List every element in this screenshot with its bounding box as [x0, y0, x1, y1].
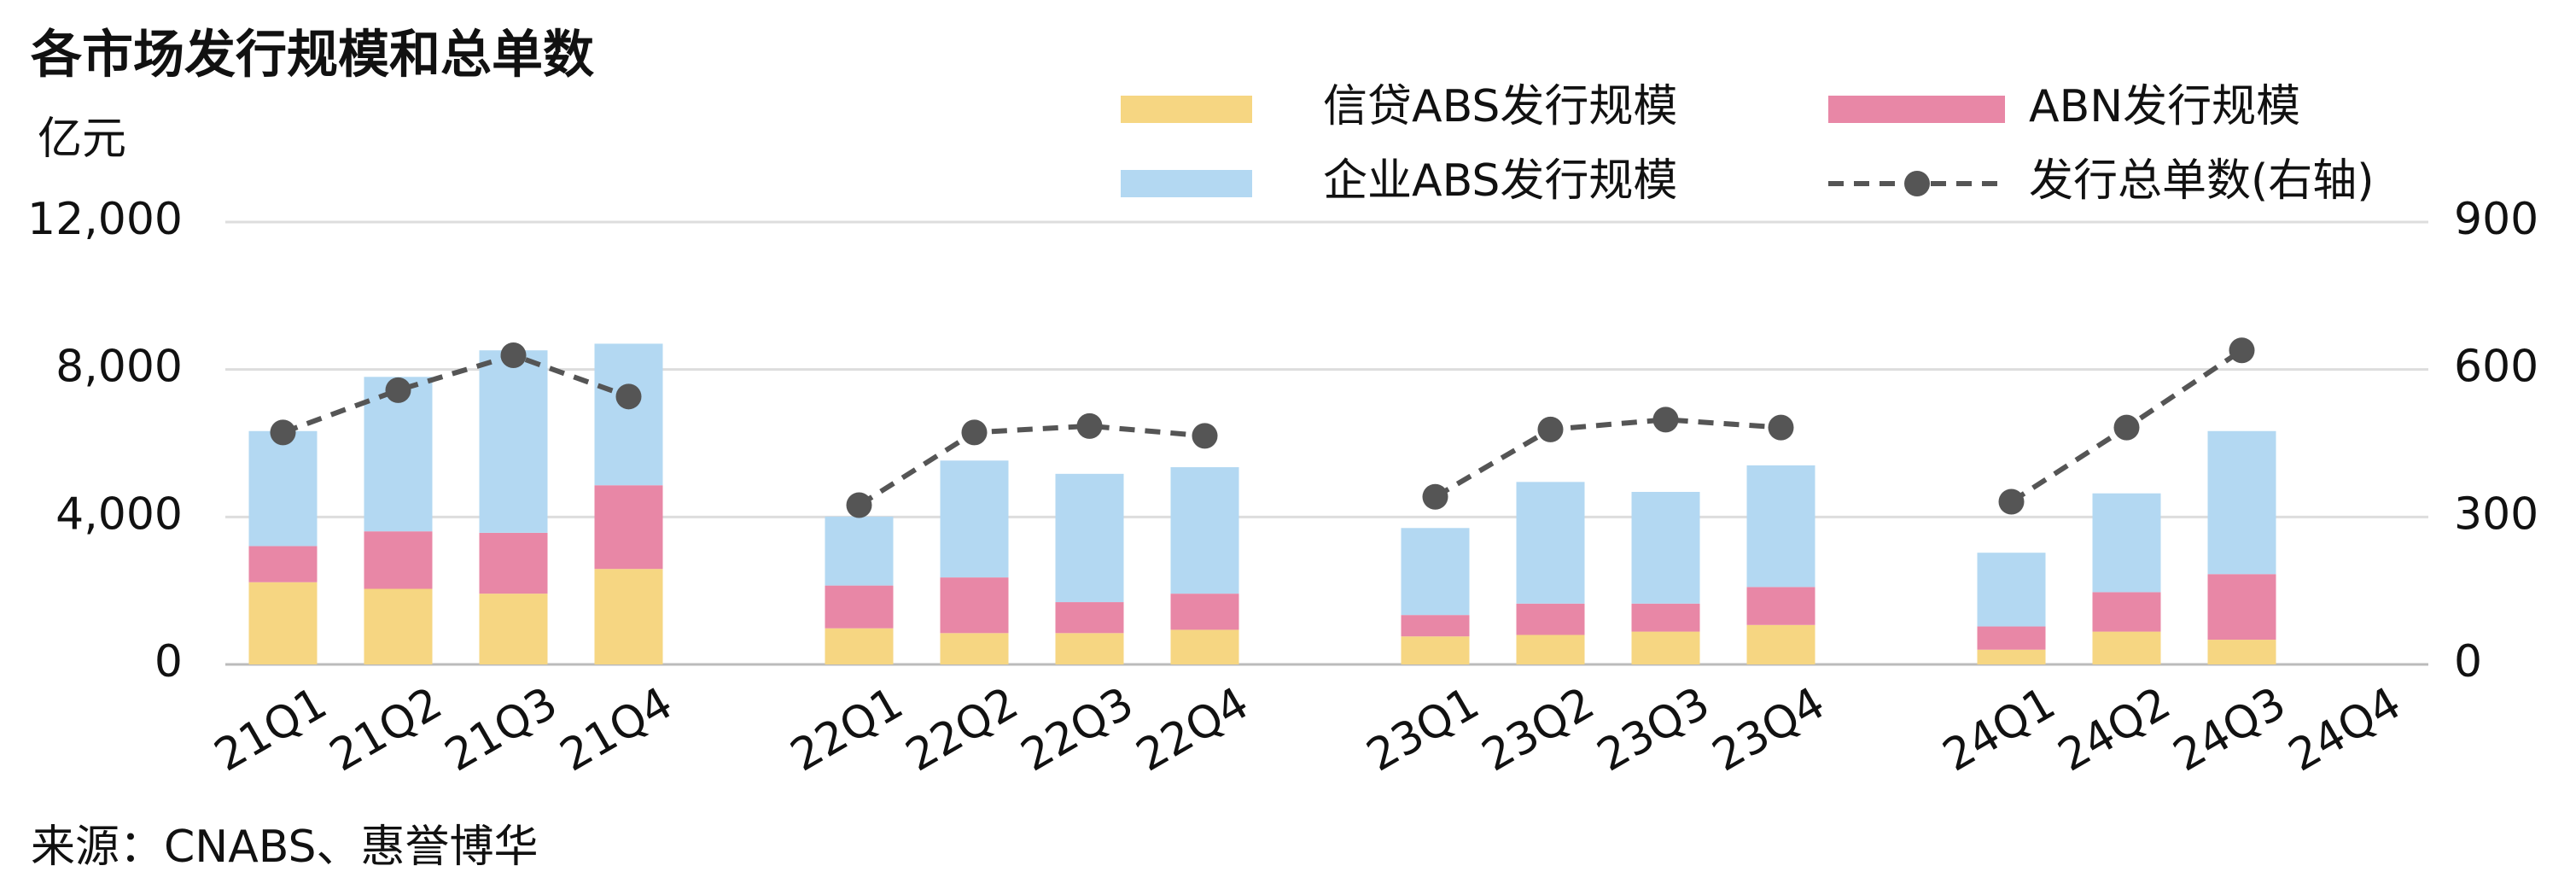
legend-swatch: [1121, 170, 1252, 197]
bar: [248, 582, 318, 664]
bar: [1401, 636, 1470, 664]
bar: [1401, 615, 1470, 637]
x-tick-label: 24Q2: [2050, 677, 2179, 781]
bar: [1631, 631, 1700, 664]
line-point: [2113, 414, 2140, 441]
x-tick-label: 24Q4: [2281, 677, 2410, 781]
bar: [594, 343, 663, 486]
legend-marker: [1904, 171, 1930, 196]
bar: [1170, 467, 1239, 594]
bar: [2207, 430, 2276, 575]
bar: [1516, 482, 1585, 604]
line-point: [1998, 488, 2025, 515]
bar: [1631, 603, 1700, 632]
bar: [825, 516, 894, 586]
bar: [1170, 629, 1239, 664]
bar: [1631, 491, 1700, 604]
x-tick-label: 21Q2: [322, 677, 451, 781]
bar: [1055, 602, 1124, 634]
bar: [479, 350, 548, 533]
bar: [825, 585, 894, 629]
x-tick-label: 24Q1: [1935, 677, 2064, 781]
legend-label: ABN发行规模: [2029, 81, 2300, 132]
x-tick-label: 23Q3: [1589, 677, 1718, 781]
y2-tick-label: 0: [2454, 636, 2482, 687]
line-point: [846, 492, 872, 518]
y2-tick-label: 900: [2454, 194, 2538, 245]
bar: [594, 485, 663, 570]
line-point: [1537, 416, 1564, 442]
bar: [1977, 553, 2046, 627]
x-tick-label: 22Q1: [783, 677, 912, 781]
bar: [364, 531, 433, 589]
line: [282, 348, 2244, 508]
line-point: [615, 383, 642, 410]
line-point: [1192, 423, 1218, 449]
bar: [479, 594, 548, 664]
x-tick-label: 23Q4: [1705, 677, 1833, 781]
bar: [2207, 640, 2276, 664]
legend-label: 信贷ABS发行规模: [1323, 81, 1677, 132]
bar: [825, 628, 894, 664]
bar: [1746, 465, 1815, 588]
x-tick-label: 23Q1: [1359, 677, 1488, 781]
x-tick-label: 23Q2: [1474, 677, 1603, 781]
line-point: [2229, 337, 2255, 364]
y2-tick-label: 300: [2454, 488, 2538, 540]
bar: [940, 460, 1009, 578]
line-point: [1768, 414, 1794, 441]
bar: [940, 633, 1009, 664]
legend-label: 发行总单数(右轴): [2029, 155, 2375, 207]
bar: [1055, 633, 1124, 664]
bar: [1516, 603, 1585, 635]
y2-tick-label: 600: [2454, 342, 2538, 393]
y-tick-label: 0: [154, 636, 183, 687]
bar: [1170, 594, 1239, 630]
bar: [594, 569, 663, 664]
bar: [1977, 649, 2046, 664]
line-point: [961, 419, 988, 446]
bar: [248, 546, 318, 582]
line-point: [270, 419, 296, 446]
bar: [1401, 528, 1470, 616]
x-tick-label: 21Q1: [207, 677, 335, 781]
legend-swatch: [1121, 96, 1252, 123]
line-point: [500, 342, 527, 368]
legend-label: 企业ABS发行规模: [1323, 155, 1677, 207]
bar: [1055, 473, 1124, 603]
y-axis-label: 亿元: [38, 114, 126, 165]
bar: [1746, 587, 1815, 625]
x-tick-label: 21Q3: [437, 677, 566, 781]
source: 来源：CNABS、惠誉博华: [31, 822, 539, 873]
bar: [940, 577, 1009, 634]
legend-swatch: [1828, 96, 2005, 123]
x-tick-label: 24Q3: [2165, 677, 2294, 781]
bar: [248, 430, 318, 547]
line-point: [1076, 412, 1103, 439]
bar: [364, 588, 433, 664]
x-tick-label: 21Q4: [552, 677, 681, 781]
bar: [1516, 635, 1585, 664]
x-tick-label: 22Q2: [898, 677, 1027, 781]
bar: [2207, 574, 2276, 641]
bar: [1746, 624, 1815, 664]
line-point: [385, 377, 411, 403]
x-tick-label: 22Q3: [1013, 677, 1142, 781]
y-tick-label: 12,000: [27, 194, 183, 245]
line-point: [1652, 407, 1679, 433]
chart-title: 各市场发行规模和总单数: [31, 26, 594, 85]
bar: [479, 532, 548, 594]
y-tick-label: 8,000: [55, 342, 183, 393]
y-tick-label: 4,000: [55, 488, 183, 540]
bar: [2092, 592, 2161, 632]
bar: [2092, 631, 2161, 664]
bar: [1977, 626, 2046, 650]
line-point: [1422, 483, 1448, 510]
bar: [2092, 493, 2161, 593]
x-tick-label: 22Q4: [1128, 677, 1257, 781]
